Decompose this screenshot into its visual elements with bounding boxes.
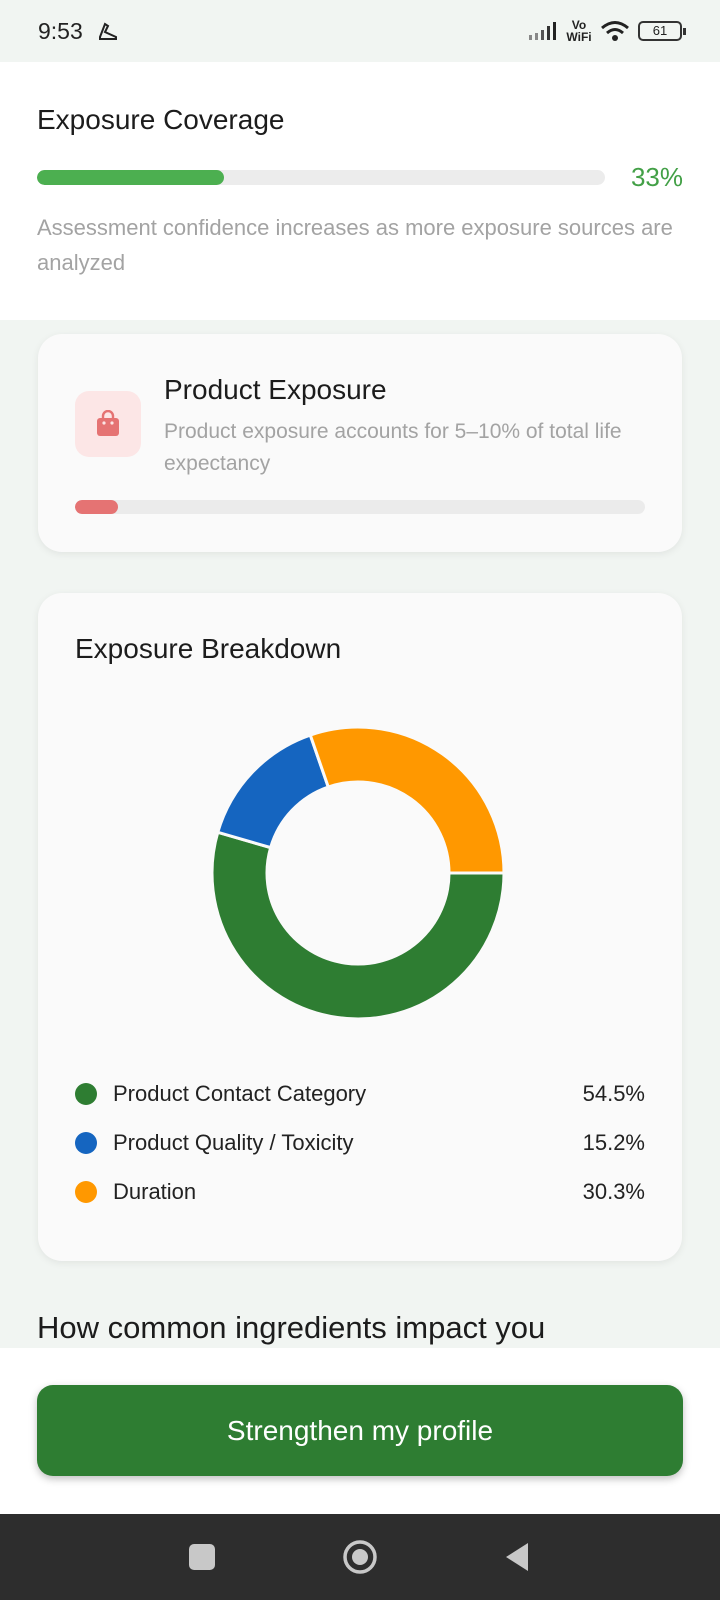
slice-contact <box>210 830 506 1021</box>
ingredients-section-heading: How common ingredients impact you <box>37 1310 546 1345</box>
vowifi-label: Vo WiFi <box>566 18 592 44</box>
product-exposure-progress-bar <box>75 500 645 514</box>
legend-dot-contact <box>75 1082 97 1105</box>
product-exposure-progress-fill <box>75 500 118 514</box>
legend-item: Product Quality / Toxicity 15.2% <box>75 1118 645 1167</box>
legend-value: 15.2% <box>582 1129 645 1155</box>
product-exposure-card[interactable]: Product Exposure Product exposure accoun… <box>38 334 682 552</box>
wifi-icon <box>601 21 629 41</box>
chart-legend: Product Contact Category 54.5% Product Q… <box>75 1069 645 1216</box>
recents-square-icon[interactable] <box>184 1539 220 1575</box>
donut-chart <box>210 725 506 1021</box>
legend-value: 54.5% <box>582 1080 645 1106</box>
sneaker-icon <box>98 22 117 40</box>
legend-label: Product Quality / Toxicity <box>113 1129 354 1155</box>
status-bar: 9:53 Vo WiFi 61 <box>0 0 720 62</box>
home-circle-icon[interactable] <box>342 1539 378 1575</box>
coverage-title: Exposure Coverage <box>37 104 285 135</box>
legend-dot-quality <box>75 1131 97 1154</box>
exposure-coverage-card: Exposure Coverage 33% Assessment confide… <box>0 62 720 320</box>
product-exposure-description: Product exposure accounts for 5–10% of t… <box>164 420 622 475</box>
status-icons: Vo WiFi 61 <box>528 18 686 44</box>
battery-icon: 61 <box>638 21 686 41</box>
breakdown-title: Exposure Breakdown <box>75 633 342 664</box>
slice-duration <box>308 725 506 875</box>
coverage-percent: 33% <box>630 162 683 192</box>
coverage-note: Assessment confidence increases as more … <box>37 215 673 275</box>
shopping-bag-icon <box>97 410 119 436</box>
slice-quality <box>215 733 331 850</box>
legend-label: Duration <box>113 1178 197 1204</box>
product-exposure-title: Product Exposure <box>164 374 387 405</box>
exposure-breakdown-card: Exposure Breakdown Product Contact Categ… <box>38 593 682 1261</box>
legend-value: 30.3% <box>582 1178 645 1204</box>
system-nav-bar <box>0 1514 720 1600</box>
legend-label: Product Contact Category <box>113 1080 367 1106</box>
legend-item: Duration 30.3% <box>75 1167 645 1216</box>
product-icon-box <box>75 391 141 457</box>
coverage-progress-fill <box>37 170 225 185</box>
legend-dot-duration <box>75 1180 97 1203</box>
signal-icon <box>529 22 556 40</box>
coverage-progress-bar <box>37 170 605 185</box>
legend-item: Product Contact Category 54.5% <box>75 1069 645 1118</box>
strengthen-profile-button[interactable]: Strengthen my profile <box>37 1385 683 1476</box>
bottom-action-bar: Strengthen my profile <box>0 1348 720 1514</box>
back-triangle-icon[interactable] <box>500 1539 536 1575</box>
status-time: 9:53 <box>38 17 83 44</box>
